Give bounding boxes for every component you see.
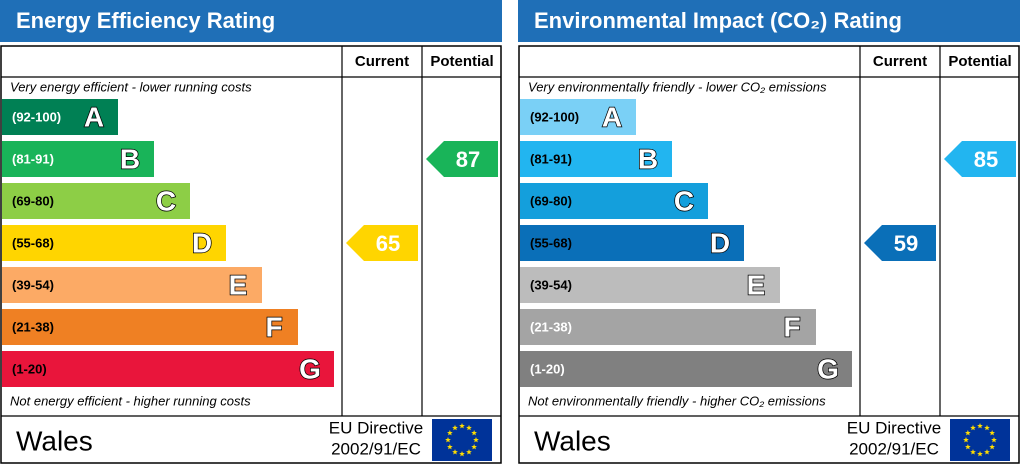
column-header: Potential: [948, 53, 1011, 70]
region: Wales: [16, 425, 93, 456]
band-letter: G: [299, 353, 321, 384]
flag-star: [445, 437, 451, 443]
band: [520, 183, 708, 219]
column-header: Current: [355, 53, 409, 70]
panel-title: Energy Efficiency Rating: [16, 8, 275, 33]
band-letter: C: [156, 185, 176, 216]
title-bar: [518, 0, 1020, 42]
band-range: (1-20): [530, 361, 565, 376]
band: [2, 351, 334, 387]
rating-arrow: [426, 141, 498, 177]
band-range: (81-91): [530, 151, 572, 166]
band-range: (55-68): [530, 235, 572, 250]
band: [520, 351, 852, 387]
flag-star: [466, 449, 472, 455]
directive: 2002/91/EC: [331, 439, 421, 458]
band: [520, 141, 672, 177]
band-letter: D: [192, 227, 212, 258]
band: [2, 141, 154, 177]
band-range: (39-54): [530, 277, 572, 292]
band-letter: B: [120, 143, 140, 174]
band: [520, 225, 744, 261]
band-range: (21-38): [12, 319, 54, 334]
title-bar: [0, 0, 502, 42]
panel: Environmental Impact (CO₂) Rating Current…: [518, 0, 1020, 464]
band-letter: D: [710, 227, 730, 258]
band-letter: B: [638, 143, 658, 174]
flag-star: [970, 424, 976, 431]
band-letter: F: [265, 311, 282, 342]
flag-star: [459, 451, 465, 457]
rating-value: 85: [974, 147, 998, 172]
band: [520, 99, 636, 135]
directive: EU Directive: [847, 418, 941, 437]
band-range: (55-68): [12, 235, 54, 250]
band: [520, 267, 780, 303]
flag-star: [991, 437, 997, 443]
band-range: (92-100): [12, 109, 61, 124]
band: [2, 309, 298, 345]
band-letter: A: [84, 101, 104, 132]
band: [2, 183, 190, 219]
column-header: Current: [873, 53, 927, 70]
band-letter: A: [602, 101, 622, 132]
top-note: Very energy efficient - lower running co…: [10, 79, 252, 94]
column-header: Potential: [430, 53, 493, 70]
rating-value: 65: [376, 231, 400, 256]
band-range: (81-91): [12, 151, 54, 166]
band-letter: C: [674, 185, 694, 216]
directive: 2002/91/EC: [849, 439, 939, 458]
flag-star: [452, 449, 458, 455]
flag-star: [963, 437, 969, 443]
band-letter: E: [229, 269, 248, 300]
flag-star: [970, 449, 976, 455]
flag-star: [466, 424, 472, 431]
rating-arrow: [944, 141, 1016, 177]
flag-star: [473, 437, 479, 443]
band-range: (69-80): [530, 193, 572, 208]
flag-star: [459, 423, 465, 429]
band-letter: F: [783, 311, 800, 342]
flag-star: [977, 451, 983, 457]
flag-star: [984, 424, 990, 431]
flag-star: [452, 424, 458, 431]
flag-star: [989, 444, 995, 450]
flag-star: [965, 430, 971, 436]
flag-star: [965, 444, 971, 450]
region: Wales: [534, 425, 611, 456]
band-range: (1-20): [12, 361, 47, 376]
band: [2, 225, 226, 261]
rating-value: 87: [456, 147, 480, 172]
flag-star: [447, 430, 453, 436]
band-range: (21-38): [530, 319, 572, 334]
band: [2, 99, 118, 135]
panel-title: Environmental Impact (CO₂) Rating: [534, 8, 902, 33]
band-range: (69-80): [12, 193, 54, 208]
bottom-note: Not energy efficient - higher running co…: [10, 393, 251, 408]
panel: Energy Efficiency Rating Current Potential…: [0, 0, 502, 464]
flag-star: [447, 444, 453, 450]
band-range: (92-100): [530, 109, 579, 124]
panel-frame: [518, 45, 1020, 464]
band-range: (39-54): [12, 277, 54, 292]
rating-arrow: [864, 225, 936, 261]
flag-star: [471, 444, 477, 450]
top-note: Very environmentally friendly - lower CO…: [528, 79, 827, 94]
rating-arrow: [346, 225, 418, 261]
flag-star: [989, 430, 995, 436]
band-letter: E: [747, 269, 766, 300]
band: [2, 267, 262, 303]
panel-frame: [0, 45, 502, 464]
bottom-note: Not environmentally friendly - higher CO…: [528, 393, 826, 408]
flag-star: [471, 430, 477, 436]
directive: EU Directive: [329, 418, 423, 437]
flag-star: [977, 423, 983, 429]
rating-value: 59: [894, 231, 918, 256]
flag-star: [984, 449, 990, 455]
band: [520, 309, 816, 345]
band-letter: G: [817, 353, 839, 384]
